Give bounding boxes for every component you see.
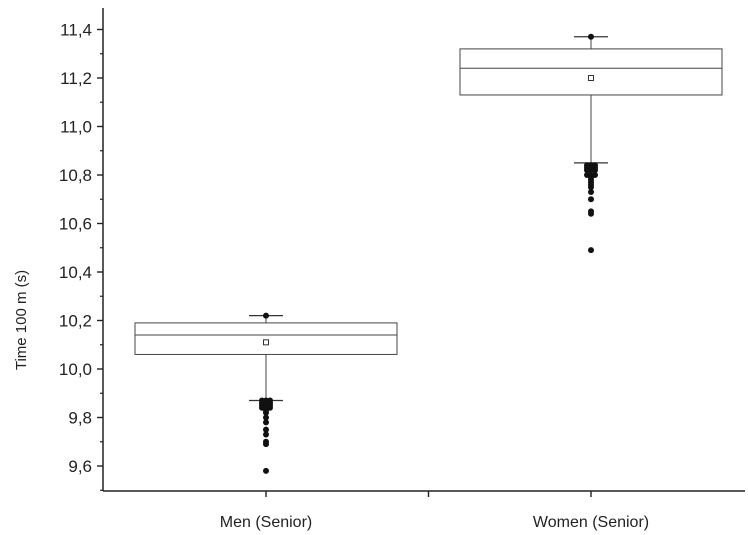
axes	[102, 8, 745, 492]
y-tick-label: 11,4	[60, 21, 92, 40]
outlier-point	[584, 167, 590, 174]
y-tick-label: 10,2	[59, 312, 92, 331]
box-group	[459, 33, 723, 254]
y-tick-label: 9,6	[68, 457, 92, 476]
category-labels: Men (Senior) Women (Senior)	[220, 514, 649, 531]
y-tick-label: 10,8	[59, 166, 92, 185]
mean-marker	[588, 75, 594, 81]
outlier-point	[588, 247, 594, 254]
outlier-point	[263, 467, 269, 474]
outlier-point	[259, 404, 265, 411]
outlier-point	[263, 419, 269, 426]
box-iqr	[134, 322, 398, 355]
category-label: Men (Senior)	[220, 514, 312, 531]
outlier-point	[263, 426, 269, 433]
outlier-point	[584, 172, 590, 178]
outlier-point	[588, 184, 594, 191]
y-tick-label: 10,4	[59, 263, 92, 282]
y-axis-title: Time 100 m (s)	[13, 270, 30, 370]
y-tick-label: 11,2	[60, 69, 92, 88]
y-tick-label: 11,0	[60, 118, 92, 137]
outlier-point	[592, 172, 598, 178]
outlier-point	[588, 196, 594, 203]
y-tick-label: 10,6	[59, 215, 92, 234]
outlier-point	[263, 414, 269, 421]
outlier-point	[592, 167, 598, 174]
y-tick-label: 9,8	[68, 409, 92, 428]
outlier-point	[263, 409, 269, 416]
box-group	[134, 312, 398, 474]
outlier-point	[267, 404, 273, 411]
mean-marker	[263, 339, 269, 346]
boxes	[134, 33, 723, 474]
y-axis-ticks: 9,6 9,8 10,0 10,2 10,4 10,6 10,8 11,0 11,2 11,4	[59, 21, 592, 497]
max-point	[263, 312, 269, 319]
max-point	[588, 33, 594, 40]
y-tick-label: 10,0	[59, 360, 92, 379]
outlier-point	[263, 441, 269, 448]
outlier-point	[588, 210, 594, 217]
box-iqr	[459, 48, 723, 96]
outlier-point	[588, 188, 594, 195]
category-label: Women (Senior)	[533, 514, 649, 531]
outlier-point	[263, 431, 269, 438]
